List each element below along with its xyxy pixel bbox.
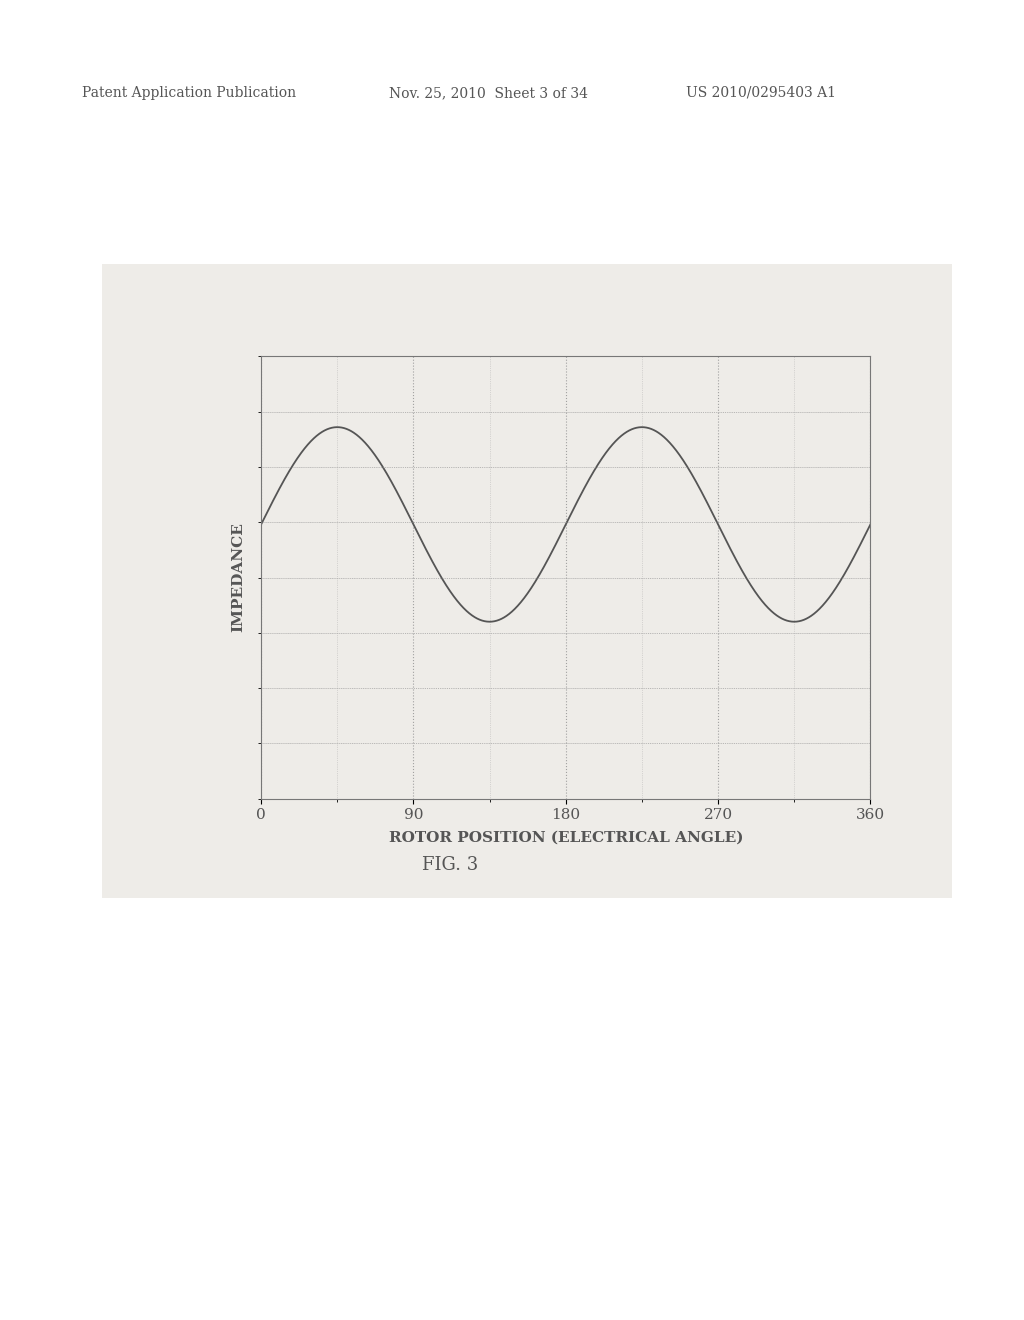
X-axis label: ROTOR POSITION (ELECTRICAL ANGLE): ROTOR POSITION (ELECTRICAL ANGLE)	[388, 830, 743, 845]
Text: Nov. 25, 2010  Sheet 3 of 34: Nov. 25, 2010 Sheet 3 of 34	[389, 86, 588, 100]
Text: Patent Application Publication: Patent Application Publication	[82, 86, 296, 100]
Y-axis label: IMPEDANCE: IMPEDANCE	[231, 523, 246, 632]
Text: US 2010/0295403 A1: US 2010/0295403 A1	[686, 86, 836, 100]
Text: FIG. 3: FIG. 3	[423, 855, 478, 874]
